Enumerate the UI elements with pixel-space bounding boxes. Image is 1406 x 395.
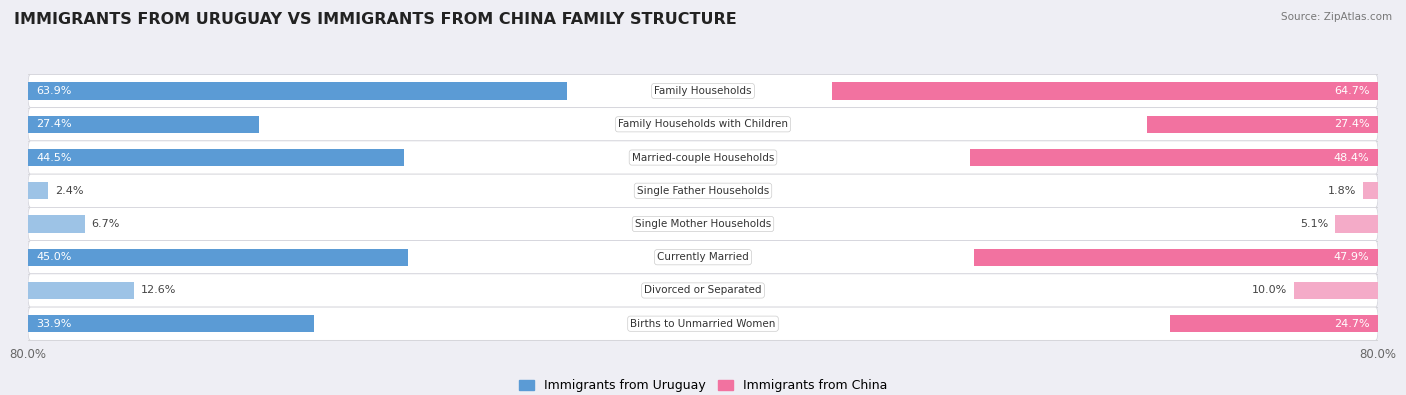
FancyBboxPatch shape <box>28 174 1378 207</box>
Text: 45.0%: 45.0% <box>37 252 72 262</box>
Bar <box>1334 215 1378 233</box>
Text: 2.4%: 2.4% <box>55 186 83 196</box>
Bar <box>28 215 84 233</box>
Bar <box>28 149 404 166</box>
Bar <box>1170 315 1378 332</box>
FancyBboxPatch shape <box>28 207 1378 241</box>
Text: 33.9%: 33.9% <box>37 319 72 329</box>
Bar <box>1294 282 1378 299</box>
Text: IMMIGRANTS FROM URUGUAY VS IMMIGRANTS FROM CHINA FAMILY STRUCTURE: IMMIGRANTS FROM URUGUAY VS IMMIGRANTS FR… <box>14 12 737 27</box>
Bar <box>1362 182 1378 199</box>
Text: 48.4%: 48.4% <box>1334 152 1369 162</box>
Text: 1.8%: 1.8% <box>1327 186 1355 196</box>
Bar <box>970 149 1378 166</box>
Text: 64.7%: 64.7% <box>1334 86 1369 96</box>
Legend: Immigrants from Uruguay, Immigrants from China: Immigrants from Uruguay, Immigrants from… <box>513 374 893 395</box>
Text: Single Father Households: Single Father Households <box>637 186 769 196</box>
Text: 12.6%: 12.6% <box>141 286 177 295</box>
Text: 63.9%: 63.9% <box>37 86 72 96</box>
Bar <box>28 116 259 133</box>
Text: Births to Unmarried Women: Births to Unmarried Women <box>630 319 776 329</box>
Text: Currently Married: Currently Married <box>657 252 749 262</box>
Text: 24.7%: 24.7% <box>1334 319 1369 329</box>
Text: 47.9%: 47.9% <box>1334 252 1369 262</box>
Text: 6.7%: 6.7% <box>91 219 120 229</box>
Bar <box>832 83 1378 100</box>
FancyBboxPatch shape <box>28 241 1378 274</box>
Bar <box>28 315 314 332</box>
Text: Single Mother Households: Single Mother Households <box>636 219 770 229</box>
Text: 10.0%: 10.0% <box>1251 286 1286 295</box>
FancyBboxPatch shape <box>28 108 1378 141</box>
Text: 5.1%: 5.1% <box>1301 219 1329 229</box>
Text: Family Households with Children: Family Households with Children <box>619 119 787 129</box>
Text: 27.4%: 27.4% <box>1334 119 1369 129</box>
FancyBboxPatch shape <box>28 141 1378 174</box>
Bar <box>1147 116 1378 133</box>
Bar <box>28 83 567 100</box>
Bar <box>974 248 1378 266</box>
Text: Source: ZipAtlas.com: Source: ZipAtlas.com <box>1281 12 1392 22</box>
Text: Divorced or Separated: Divorced or Separated <box>644 286 762 295</box>
Text: Family Households: Family Households <box>654 86 752 96</box>
Text: 44.5%: 44.5% <box>37 152 72 162</box>
FancyBboxPatch shape <box>28 307 1378 340</box>
Bar <box>28 248 408 266</box>
FancyBboxPatch shape <box>28 74 1378 108</box>
FancyBboxPatch shape <box>28 274 1378 307</box>
Text: 27.4%: 27.4% <box>37 119 72 129</box>
Bar <box>28 282 135 299</box>
Text: Married-couple Households: Married-couple Households <box>631 152 775 162</box>
Bar <box>28 182 48 199</box>
